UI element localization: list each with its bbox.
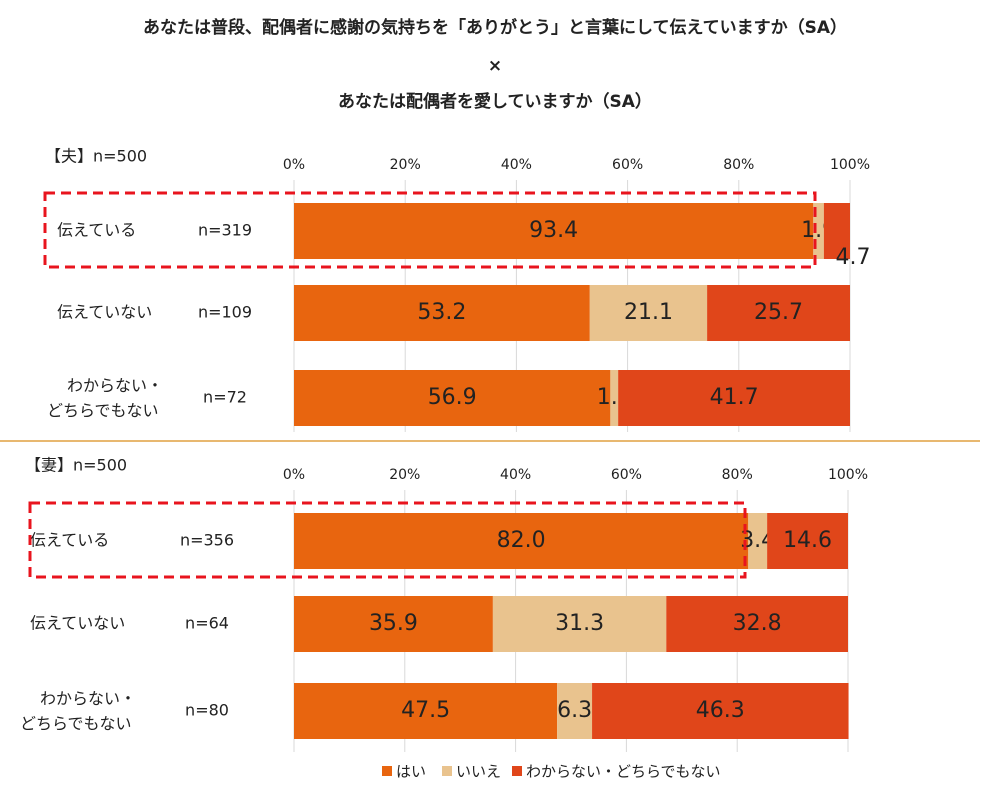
bar-segment: [294, 203, 814, 259]
legend-swatch: [512, 766, 522, 776]
n-label: n=109: [198, 303, 252, 322]
category-label: わからない・どちらでもない: [47, 376, 163, 420]
bar-segment: [294, 683, 558, 739]
bar-segment: [294, 285, 590, 341]
x-tick-label: 40%: [500, 467, 531, 483]
x-tick-label: 60%: [612, 157, 643, 173]
title-line: あなたは配偶者を愛していますか（SA）: [338, 91, 652, 112]
x-tick-label: 100%: [830, 157, 870, 173]
category-label: 伝えていない: [57, 303, 152, 322]
category-label-line: わからない・: [40, 689, 136, 708]
x-tick-label: 60%: [611, 467, 642, 483]
x-tick-label: 80%: [723, 157, 754, 173]
highlight-box: [28, 501, 747, 579]
x-tick-label: 0%: [283, 467, 305, 483]
title-line: あなたは普段、配偶者に感謝の気持ちを「ありがとう」と言葉にして伝えていますか（S…: [143, 17, 847, 38]
data-label: 82.0: [497, 528, 546, 553]
group-label: 【妻】n=500: [25, 456, 127, 475]
data-label: 41.7: [710, 385, 759, 410]
bar-segment: [294, 370, 611, 426]
category-label: 伝えている: [57, 221, 136, 240]
bar-segment: [589, 285, 708, 341]
data-label: 6.3: [557, 698, 592, 723]
bar-segment: [557, 683, 593, 739]
x-tick-label: 20%: [390, 157, 421, 173]
category-label-line: どちらでもない: [47, 401, 159, 420]
x-tick-label: 40%: [501, 157, 532, 173]
bar-segment: [666, 596, 848, 652]
legend-swatch: [442, 766, 452, 776]
x-tick-label: 20%: [389, 467, 420, 483]
n-label: n=356: [180, 531, 234, 550]
data-label: 56.9: [428, 385, 477, 410]
bar-segment: [767, 513, 848, 569]
bar-segment: [707, 285, 850, 341]
data-label: 53.2: [417, 300, 466, 325]
legend-swatch: [382, 766, 392, 776]
n-label: n=319: [198, 221, 252, 240]
data-label: 4.7: [836, 245, 871, 270]
data-label: 25.7: [754, 300, 803, 325]
n-label: n=64: [185, 614, 229, 633]
x-tick-label: 80%: [722, 467, 753, 483]
bar-segment: [294, 513, 749, 569]
x-tick-label: 100%: [828, 467, 868, 483]
bar-segment: [748, 513, 768, 569]
n-label: n=80: [185, 701, 229, 720]
data-label: 35.9: [369, 611, 418, 636]
bar-segment: [294, 596, 493, 652]
group-label: 【夫】n=500: [45, 147, 147, 166]
data-label: 31.3: [555, 611, 604, 636]
category-label-line: わからない・: [67, 376, 163, 395]
data-label: 93.4: [529, 218, 578, 243]
data-label: 14.6: [783, 528, 832, 553]
bar-segment: [823, 203, 850, 259]
n-label: n=72: [203, 388, 247, 407]
category-label: 伝えている: [30, 531, 109, 550]
data-label: 47.5: [401, 698, 450, 723]
data-label: 32.8: [733, 611, 782, 636]
bar-segment: [813, 203, 824, 259]
bar-segment: [492, 596, 667, 652]
legend-label: いいえ: [456, 763, 501, 781]
title-line: ×: [488, 56, 502, 76]
category-label: わからない・どちらでもない: [20, 689, 136, 733]
legend-label: わからない・どちらでもない: [526, 763, 721, 781]
bar-segment: [618, 370, 850, 426]
bar-segment: [610, 370, 619, 426]
data-label: 21.1: [624, 300, 673, 325]
category-label-line: どちらでもない: [20, 714, 132, 733]
legend-label: はい: [396, 763, 426, 781]
category-label: 伝えていない: [30, 614, 125, 633]
bar-segment: [592, 683, 849, 739]
highlight-box: [43, 191, 817, 269]
x-tick-label: 0%: [283, 157, 305, 173]
data-label: 46.3: [696, 698, 745, 723]
